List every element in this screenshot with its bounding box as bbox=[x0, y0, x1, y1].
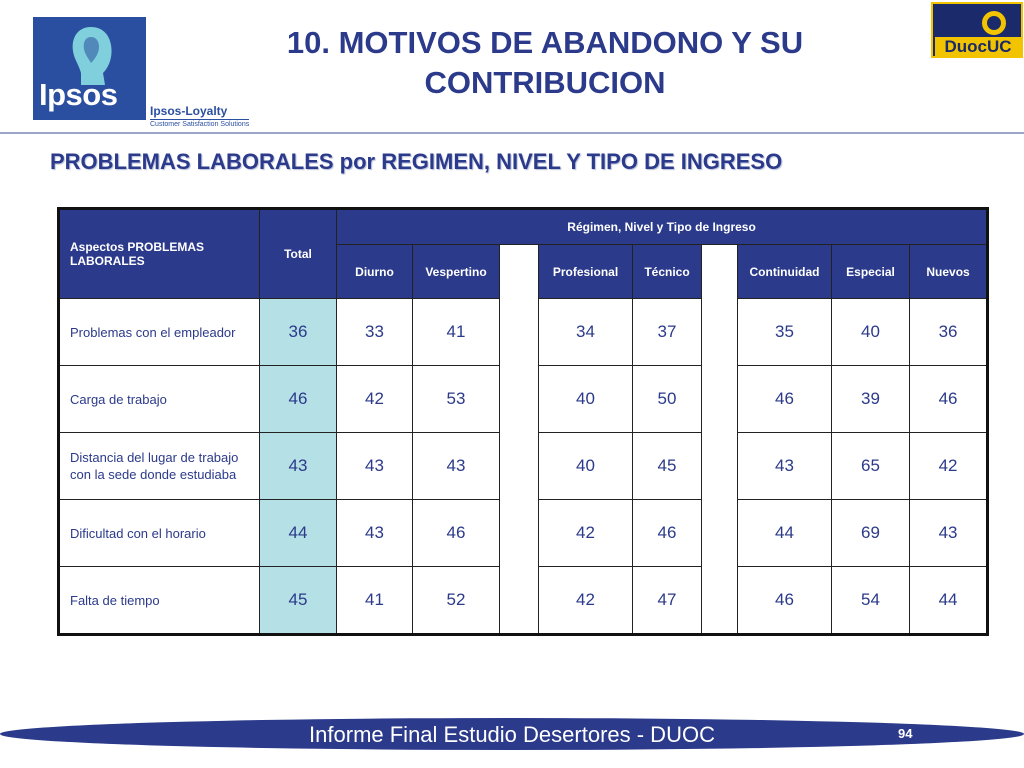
value-cell: 41 bbox=[412, 298, 500, 366]
row-label: Problemas con el empleador bbox=[58, 298, 260, 366]
value-cell: 42 bbox=[538, 499, 633, 567]
value-cell: 40 bbox=[538, 365, 633, 433]
value-cell: 41 bbox=[336, 566, 413, 635]
column-header: Nuevos bbox=[908, 244, 989, 299]
value-cell: 69 bbox=[831, 499, 910, 567]
table-row: Falta de tiempo 45 41 52 42 47 46 54 44 bbox=[58, 566, 989, 635]
value-cell: 43 bbox=[336, 499, 413, 567]
value-cell: 47 bbox=[632, 566, 702, 635]
value-cell: 36 bbox=[908, 298, 989, 366]
value-cell: 45 bbox=[632, 432, 702, 500]
column-header: Vespertino bbox=[412, 244, 500, 299]
header-divider bbox=[0, 132, 1024, 134]
value-cell: 43 bbox=[908, 499, 989, 567]
title-line-1: 10. MOTIVOS DE ABANDONO Y SU bbox=[286, 25, 804, 60]
value-cell: 42 bbox=[336, 365, 413, 433]
duoc-logo: DuocUC bbox=[931, 2, 1023, 58]
ipsos-logo: Ipsos bbox=[33, 17, 146, 120]
ipsos-logo-text: Ipsos bbox=[39, 77, 118, 112]
total-cell: 36 bbox=[259, 298, 337, 366]
value-cell: 42 bbox=[538, 566, 633, 635]
value-cell: 43 bbox=[336, 432, 413, 500]
value-cell: 43 bbox=[737, 432, 832, 500]
column-header: Continuidad bbox=[737, 244, 832, 299]
value-cell: 46 bbox=[632, 499, 702, 567]
duoc-logo-text: DuocUC bbox=[935, 37, 1021, 56]
value-cell: 44 bbox=[737, 499, 832, 567]
page-title: 10. MOTIVOS DE ABANDONO Y SU CONTRIBUCIO… bbox=[240, 23, 850, 103]
footer-text: Informe Final Estudio Desertores - DUOC bbox=[309, 722, 715, 747]
section-subtitle: PROBLEMAS LABORALES por REGIMEN, NIVEL Y… bbox=[50, 149, 783, 174]
total-cell: 44 bbox=[259, 499, 337, 567]
column-header: Técnico bbox=[632, 244, 702, 299]
duoc-shield-icon bbox=[980, 9, 1008, 37]
table-row: Carga de trabajo 46 42 53 40 50 46 39 46 bbox=[58, 365, 989, 433]
title-line-2: CONTRIBUCION bbox=[424, 65, 666, 100]
value-cell: 40 bbox=[831, 298, 910, 366]
value-cell: 34 bbox=[538, 298, 633, 366]
value-cell: 33 bbox=[336, 298, 413, 366]
value-cell: 46 bbox=[737, 566, 832, 635]
value-cell: 46 bbox=[737, 365, 832, 433]
value-cell: 46 bbox=[908, 365, 989, 433]
value-cell: 65 bbox=[831, 432, 910, 500]
loyalty-tagline: Customer Satisfaction Solutions bbox=[150, 119, 250, 128]
value-cell: 44 bbox=[908, 566, 989, 635]
ipsos-face-icon bbox=[72, 27, 112, 85]
row-label: Distancia del lugar de trabajo con la se… bbox=[58, 432, 260, 500]
value-cell: 35 bbox=[737, 298, 832, 366]
row-label: Carga de trabajo bbox=[58, 365, 260, 433]
value-cell: 43 bbox=[412, 432, 500, 500]
group-header: Régimen, Nivel y Tipo de Ingreso bbox=[335, 208, 989, 245]
data-table: Aspectos PROBLEMAS LABORALES Total Régim… bbox=[57, 207, 990, 636]
column-header: Diurno bbox=[336, 244, 413, 299]
table-row: Problemas con el empleador 36 33 41 34 3… bbox=[58, 298, 989, 366]
value-cell: 53 bbox=[412, 365, 500, 433]
value-cell: 37 bbox=[632, 298, 702, 366]
column-gap bbox=[701, 244, 738, 635]
value-cell: 52 bbox=[412, 566, 500, 635]
total-cell: 45 bbox=[259, 566, 337, 635]
column-header: Profesional bbox=[538, 244, 633, 299]
loyalty-text: Ipsos-Loyalty bbox=[150, 104, 228, 118]
row-label: Dificultad con el horario bbox=[58, 499, 260, 567]
aspect-header: Aspectos PROBLEMAS LABORALES bbox=[58, 208, 260, 299]
ipsos-loyalty-brand: Ipsos-Loyalty Customer Satisfaction Solu… bbox=[150, 104, 250, 128]
value-cell: 40 bbox=[538, 432, 633, 500]
footer-bar bbox=[0, 718, 1024, 750]
value-cell: 50 bbox=[632, 365, 702, 433]
column-header: Especial bbox=[831, 244, 910, 299]
value-cell: 54 bbox=[831, 566, 910, 635]
total-cell: 43 bbox=[259, 432, 337, 500]
page-number: 94 bbox=[898, 726, 913, 741]
total-cell: 46 bbox=[259, 365, 337, 433]
total-header: Total bbox=[259, 208, 337, 299]
table-row: Distancia del lugar de trabajo con la se… bbox=[58, 432, 989, 500]
value-cell: 46 bbox=[412, 499, 500, 567]
column-gap bbox=[499, 244, 539, 635]
value-cell: 42 bbox=[908, 432, 989, 500]
value-cell: 39 bbox=[831, 365, 910, 433]
row-label: Falta de tiempo bbox=[58, 566, 260, 635]
